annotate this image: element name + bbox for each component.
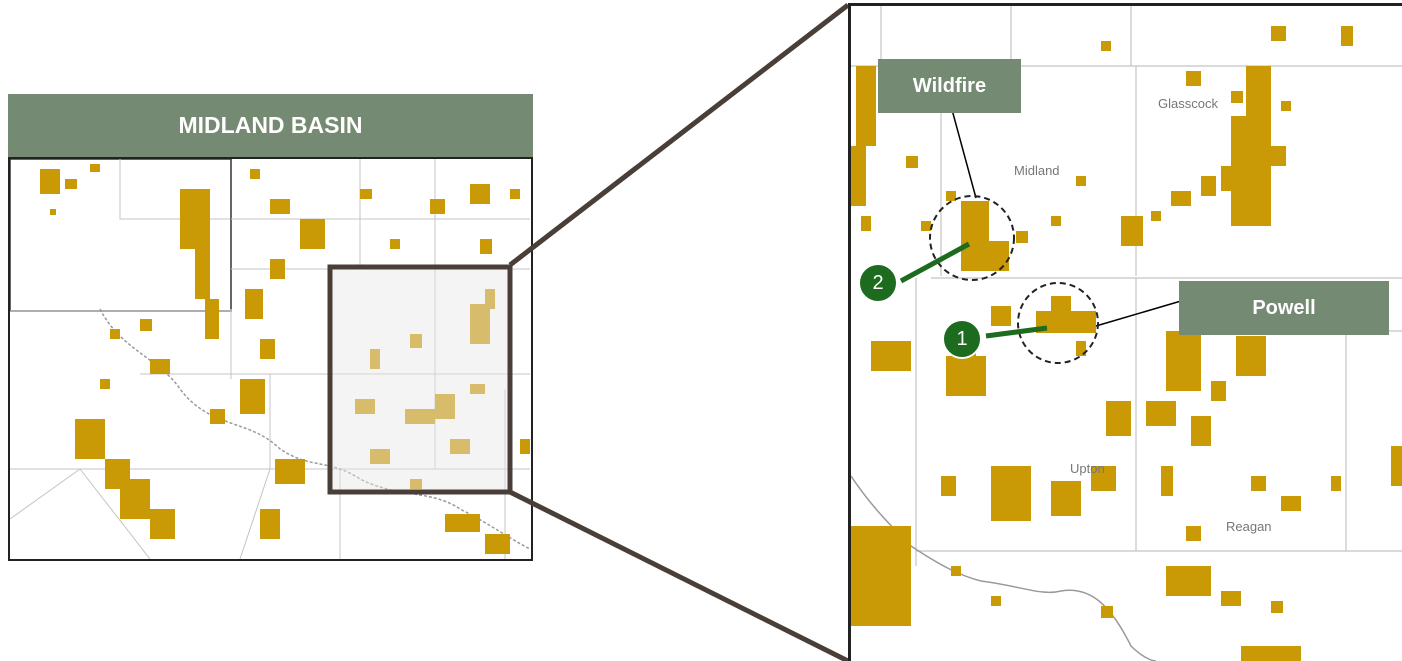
county-label-glasscock: Glasscock: [1158, 96, 1218, 111]
county-label-midland: Midland: [1014, 163, 1060, 178]
zoom-region-highlight: [327, 264, 513, 495]
detail-map[interactable]: Glasscock Midland Upton Reagan Wildfire …: [848, 3, 1402, 661]
county-lines-detail: [851, 6, 1402, 566]
powell-number-badge[interactable]: 1: [942, 319, 982, 359]
wildfire-callout[interactable]: Wildfire: [878, 59, 1021, 113]
county-label-reagan: Reagan: [1226, 519, 1272, 534]
midland-basin-title: MIDLAND BASIN: [8, 94, 533, 157]
overview-map[interactable]: [8, 157, 533, 561]
powell-pointer-line: [985, 325, 1048, 339]
wildfire-leader-line: [950, 105, 977, 199]
powell-callout[interactable]: Powell: [1179, 281, 1389, 335]
powell-leader-line: [1095, 300, 1182, 327]
wildfire-highlight-circle: [929, 195, 1015, 281]
acreage-detail: [851, 26, 1402, 661]
powell-highlight-circle: [1017, 282, 1099, 364]
wildfire-number-badge[interactable]: 2: [858, 263, 898, 303]
wildfire-pointer-line: [899, 241, 971, 284]
county-label-upton: Upton: [1070, 461, 1105, 476]
acreage-overview: [40, 164, 530, 554]
